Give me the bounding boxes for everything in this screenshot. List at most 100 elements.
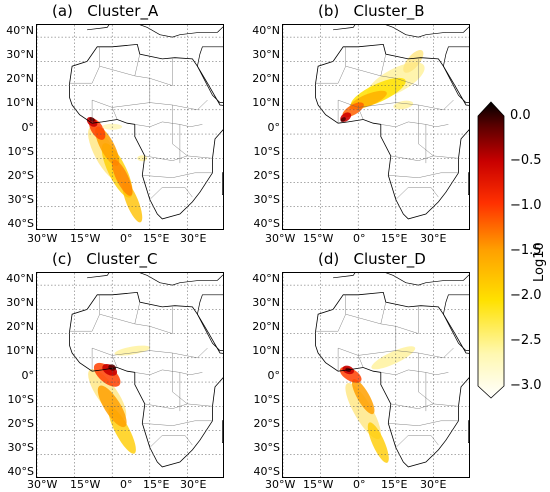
lat-tick: 0°: [267, 121, 281, 134]
country-border: [337, 347, 364, 372]
lat-tick: 40°N: [6, 24, 34, 37]
coastline: [468, 171, 469, 195]
map-plot: [37, 25, 223, 229]
lat-tick: 40°S: [253, 465, 280, 478]
lat-tick: 40°N: [6, 272, 34, 285]
colorbar-tick: −3.0: [510, 378, 542, 393]
lon-tick: 30°W: [27, 478, 58, 491]
lat-tick: 30°S: [253, 441, 280, 454]
colorbar-tick: −1.5: [510, 243, 542, 258]
panel-title: (c) Cluster_C: [52, 250, 158, 268]
lon-tick: 15°W: [303, 478, 334, 491]
coastline: [87, 25, 223, 38]
lon-tick: 30°E: [420, 232, 447, 245]
coastline: [443, 46, 469, 103]
lon-tick: 15°E: [143, 478, 170, 491]
map-plot: [37, 273, 223, 477]
lon-tick: 15°E: [381, 478, 408, 491]
colorbar-tick: −0.5: [510, 153, 542, 168]
lat-tick: 40°S: [253, 217, 280, 230]
map-frame: [36, 24, 224, 230]
lon-tick: 0°: [120, 232, 133, 245]
country-border: [69, 302, 140, 332]
lat-tick: 20°S: [7, 417, 34, 430]
country-border: [91, 99, 118, 124]
country-border: [380, 58, 419, 86]
country-border: [112, 99, 208, 111]
lon-tick: 0°: [353, 232, 366, 245]
panel-title: (b) Cluster_B: [318, 2, 425, 20]
lat-tick: 30°S: [7, 193, 34, 206]
country-border: [380, 306, 419, 334]
coastline: [468, 419, 469, 443]
lat-tick: 40°N: [252, 24, 280, 37]
country-border: [172, 105, 188, 157]
lat-tick: 30°S: [253, 193, 280, 206]
colorbar-tick: −2.5: [510, 333, 542, 348]
lon-tick: 30°W: [27, 232, 58, 245]
country-border: [380, 369, 449, 376]
country-border: [418, 353, 434, 405]
lat-tick: 20°N: [252, 72, 280, 85]
lat-tick: 40°S: [7, 465, 34, 478]
coastline: [87, 273, 223, 286]
lat-tick: 30°N: [252, 296, 280, 309]
country-border: [149, 187, 193, 200]
country-border: [395, 435, 439, 448]
lat-tick: 30°N: [252, 48, 280, 61]
panel-title: (a) Cluster_A: [52, 2, 159, 20]
lon-tick: 30°E: [420, 478, 447, 491]
coastline: [333, 25, 469, 38]
plume-patch: [114, 345, 151, 356]
lat-tick: 30°S: [7, 441, 34, 454]
country-border: [134, 369, 203, 376]
coastline: [443, 294, 469, 351]
lat-tick: 10°S: [253, 145, 280, 158]
lon-tick: 30°W: [265, 232, 296, 245]
lon-tick: 0°: [353, 478, 366, 491]
lon-tick: 0°: [120, 478, 133, 491]
plume-patch: [93, 362, 121, 387]
coastline: [333, 273, 469, 286]
colorbar-tick: 0.0: [510, 108, 531, 123]
country-border: [91, 347, 118, 372]
map-frame: [282, 272, 470, 478]
plume-patch: [371, 346, 416, 370]
country-border: [172, 353, 188, 405]
map-frame: [282, 24, 470, 230]
country-border: [142, 172, 213, 178]
country-border: [388, 420, 459, 426]
country-border: [380, 121, 449, 128]
coastline: [222, 171, 223, 195]
country-border: [315, 302, 386, 332]
colorbar: 0.0 −0.5 −1.0 −1.5 −2.0 −2.5 −3.0 Log10: [476, 100, 547, 410]
coastline: [222, 419, 223, 443]
plume-patch: [351, 379, 375, 415]
panel-title: (d) Cluster_D: [318, 250, 426, 268]
lon-tick: 30°E: [180, 232, 207, 245]
lat-tick: 0°: [21, 369, 35, 382]
lon-tick: 15°E: [381, 232, 408, 245]
lat-tick: 10°N: [252, 96, 280, 109]
country-border: [134, 306, 173, 334]
lat-tick: 20°S: [253, 169, 280, 182]
lon-tick: 15°W: [303, 232, 334, 245]
country-border: [315, 54, 386, 84]
colorbar-gradient: [477, 101, 505, 399]
country-border: [134, 58, 173, 86]
coastline: [315, 291, 469, 468]
colorbar-tick: −2.0: [510, 288, 542, 303]
lat-tick: 40°N: [252, 272, 280, 285]
country-border: [142, 420, 213, 426]
lat-tick: 0°: [21, 121, 35, 134]
lon-tick: 30°E: [180, 478, 207, 491]
lat-tick: 10°S: [7, 393, 34, 406]
lat-tick: 10°N: [252, 344, 280, 357]
plume-patch: [367, 422, 389, 463]
map-plot: [283, 25, 469, 229]
country-border: [418, 105, 434, 157]
lat-tick: 20°S: [7, 169, 34, 182]
lat-tick: 40°S: [7, 217, 34, 230]
map-frame: [36, 272, 224, 478]
lat-tick: 20°N: [6, 320, 34, 333]
